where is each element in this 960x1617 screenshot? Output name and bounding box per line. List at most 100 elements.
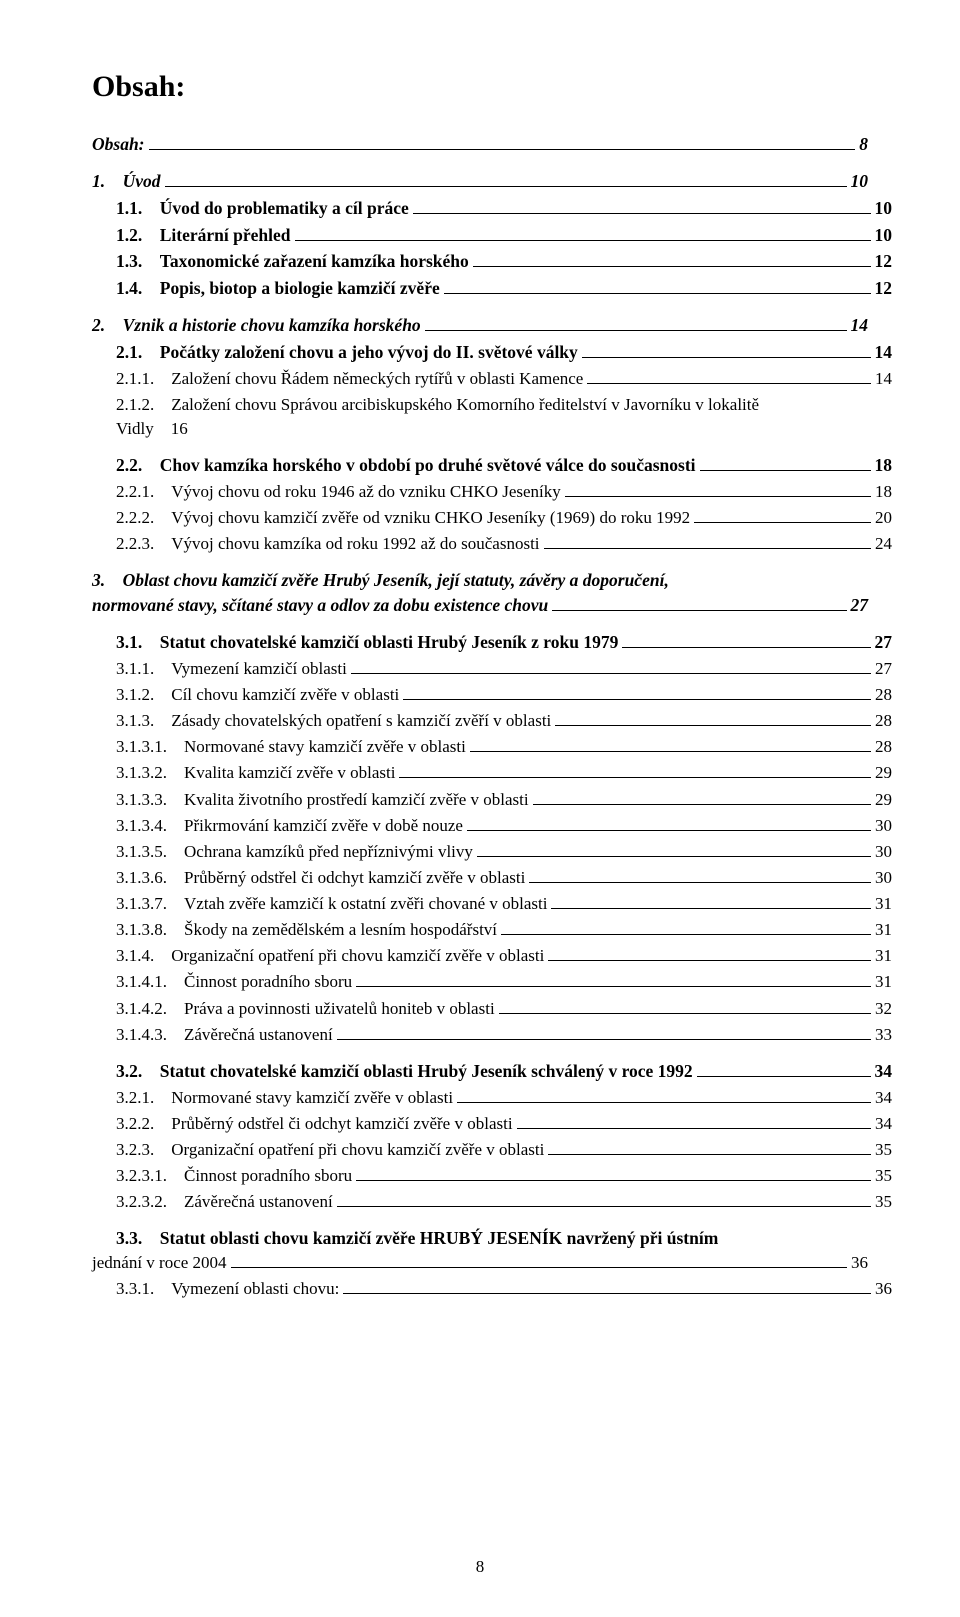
toc-leader [444,277,871,294]
toc-leader [356,1165,871,1181]
toc-entry: 2. Vznik a historie chovu kamzíka horské… [92,313,868,338]
toc-label: 3.1.3.3. Kvalita životního prostředí kam… [116,788,529,812]
toc-entry: 3.1.3.5. Ochrana kamzíků před nepříznivý… [116,840,892,864]
toc-page: 10 [851,169,869,194]
toc-label: 3. Oblast chovu kamzičí zvěře Hrubý Jese… [92,568,669,593]
toc-page: 34 [875,1112,892,1136]
toc-label: 3.1.3.8. Škody na zemědělském a lesním h… [116,918,497,942]
toc-leader [499,997,871,1013]
toc-entry: 3.1.4.2. Práva a povinnosti uživatelů ho… [116,997,892,1021]
toc-label: 3.2.1. Normované stavy kamzičí zvěře v o… [116,1086,453,1110]
toc-label: 3.1.3.6. Průběrný odstřel či odchyt kamz… [116,866,525,890]
toc-page: 36 [875,1277,892,1301]
toc-leader [555,710,871,726]
toc-entry: 2.2. Chov kamzíka horského v období po d… [116,453,892,478]
toc-page: 8 [859,132,868,157]
toc-page: 36 [851,1251,868,1275]
toc-page: 33 [875,1023,892,1047]
toc-label: 1.1. Úvod do problematiky a cíl práce [116,196,409,221]
toc-page: 27 [875,630,893,655]
toc-leader [231,1252,847,1268]
toc-entry: 3.3.1. Vymezení oblasti chovu:36 [116,1277,892,1301]
toc-entry: 3.2.2. Průběrný odstřel či odchyt kamzič… [116,1112,892,1136]
toc-label: 3.2. Statut chovatelské kamzičí oblasti … [116,1059,693,1084]
toc-label: 3.1.3.7. Vztah zvěře kamzičí k ostatní z… [116,892,547,916]
toc-leader [399,762,871,778]
toc-entry: 2.2.2. Vývoj chovu kamzičí zvěře od vzni… [116,506,892,530]
toc-leader [700,454,871,471]
toc-entry: 3.1.3. Zásady chovatelských opatření s k… [116,709,892,733]
toc-entry: Obsah:8 [92,132,868,157]
toc-leader [694,507,871,523]
toc-label: 3.1.3. Zásady chovatelských opatření s k… [116,709,551,733]
toc-leader [548,1139,871,1155]
toc-leader [477,840,871,856]
toc-entry: 2.2.1. Vývoj chovu od roku 1946 až do vz… [116,480,892,504]
toc-label: 2.2.2. Vývoj chovu kamzičí zvěře od vzni… [116,506,690,530]
toc-label: normované stavy, sčítané stavy a odlov z… [92,593,548,618]
toc-entry: 3.1.3.8. Škody na zemědělském a lesním h… [116,918,892,942]
toc-entry: 2.1.2. Založení chovu Správou arcibiskup… [116,393,892,417]
toc-page: 30 [875,814,892,838]
toc-leader [529,867,871,883]
toc-page: 27 [875,657,892,681]
toc-leader [473,251,871,268]
toc-label: 2.1.2. Založení chovu Správou arcibiskup… [116,393,759,417]
toc-leader [582,341,871,358]
toc-label: 1.2. Literární přehled [116,223,291,248]
toc-label: 2.2. Chov kamzíka horského v období po d… [116,453,696,478]
toc-page: 14 [851,313,869,338]
toc-page: 29 [875,788,892,812]
toc-page: 18 [875,453,893,478]
toc-leader [457,1086,871,1102]
toc-label: 2. Vznik a historie chovu kamzíka horské… [92,313,421,338]
toc-leader [351,658,871,674]
toc-label: 3.2.3. Organizační opatření při chovu ka… [116,1138,544,1162]
table-of-contents: Obsah:8 1. Úvod 10 1.1. Úvod do problematik… [92,132,868,1301]
toc-leader [403,684,871,700]
toc-label: 3.1.3.5. Ochrana kamzíků před nepříznivý… [116,840,473,864]
toc-page: 31 [875,892,892,916]
toc-page: 30 [875,840,892,864]
toc-entry: 3.2.3.2. Závěrečná ustanovení35 [116,1190,892,1214]
toc-entry: 3.1.3.2. Kvalita kamzičí zvěře v oblasti… [116,761,892,785]
toc-leader [544,533,871,549]
toc-page: 27 [851,593,869,618]
toc-entry: 3.2.3. Organizační opatření při chovu ka… [116,1138,892,1162]
toc-page: 10 [875,196,893,221]
toc-leader [470,736,871,752]
toc-entry: 3.3. Statut oblasti chovu kamzičí zvěře … [116,1226,892,1251]
toc-label: 3.1.4.3. Závěrečná ustanovení [116,1023,333,1047]
toc-entry: 3.2.3.1. Činnost poradního sboru35 [116,1164,892,1188]
toc-leader [425,314,847,331]
toc-page: 28 [875,683,892,707]
toc-entry: 2.2.3. Vývoj chovu kamzíka od roku 1992 … [116,532,892,556]
toc-page: 10 [875,223,893,248]
toc-entry: 3. Oblast chovu kamzičí zvěře Hrubý Jese… [92,568,868,593]
toc-page: 34 [875,1059,893,1084]
toc-label: 3.2.3.1. Činnost poradního sboru [116,1164,352,1188]
toc-leader [565,481,871,497]
toc-leader [337,1023,871,1039]
toc-page: 30 [875,866,892,890]
toc-page: 29 [875,761,892,785]
toc-entry: 3.1.2. Cíl chovu kamzičí zvěře v oblasti… [116,683,892,707]
toc-page: 20 [875,506,892,530]
toc-leader [356,971,871,987]
toc-page: 31 [875,970,892,994]
toc-page: 18 [875,480,892,504]
toc-entry: 3.1. Statut chovatelské kamzičí oblasti … [116,630,892,655]
toc-leader [337,1191,871,1207]
toc-label: 3.1.4. Organizační opatření při chovu ka… [116,944,544,968]
toc-page: 35 [875,1190,892,1214]
toc-label: 3.1.3.1. Normované stavy kamzičí zvěře v… [116,735,466,759]
toc-entry: 3.1.4.1. Činnost poradního sboru31 [116,970,892,994]
document-page: Obsah: Obsah:81. Úvod101.1. Úvod do prob… [0,0,960,1617]
toc-entry: 3.2.1. Normované stavy kamzičí zvěře v o… [116,1086,892,1110]
toc-label: 1.4. Popis, biotop a biologie kamzičí zv… [116,276,440,301]
toc-entry: 3.1.3.1. Normované stavy kamzičí zvěře v… [116,735,892,759]
toc-entry: 3.2. Statut chovatelské kamzičí oblasti … [116,1059,892,1084]
toc-page: 35 [875,1138,892,1162]
toc-label: 1. Úvod [92,169,161,194]
toc-page: 28 [875,709,892,733]
